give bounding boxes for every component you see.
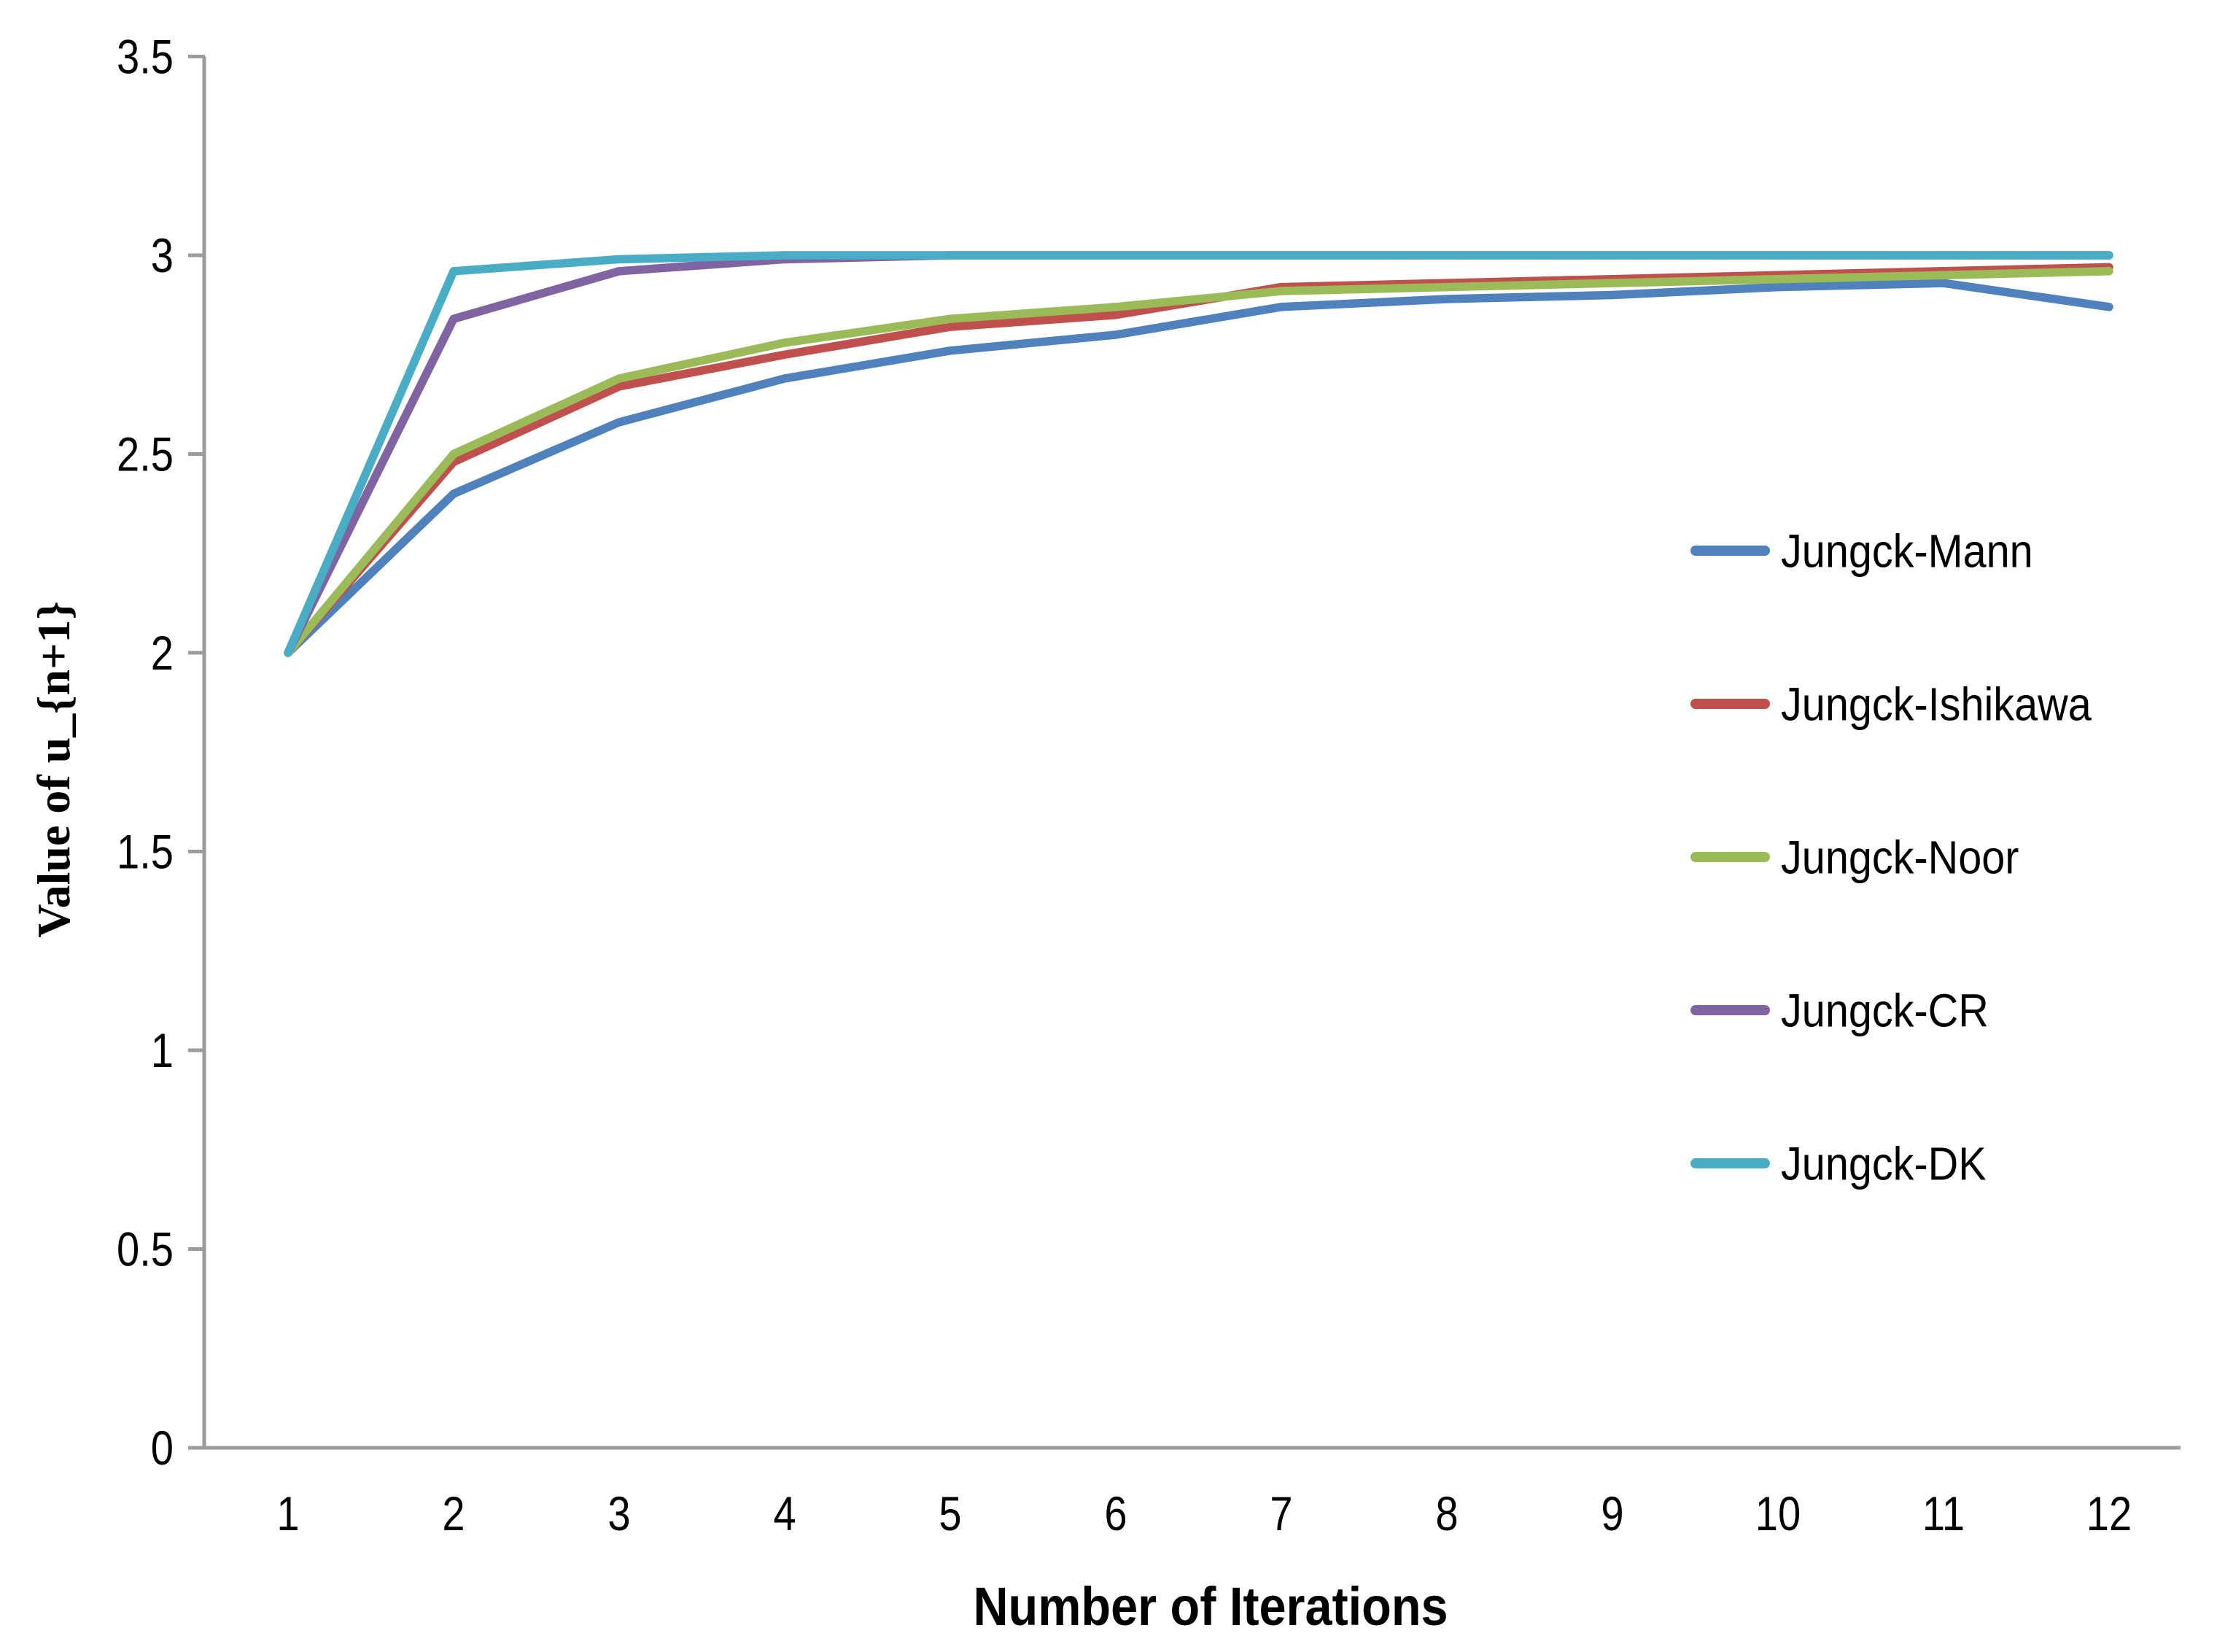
- legend-label-jungck-mann: Jungck-Mann: [1781, 525, 2033, 577]
- x-tick-label: 2: [442, 1487, 465, 1540]
- legend-label-jungck-dk: Jungck-DK: [1781, 1138, 1987, 1190]
- series-line-jungck-noor: [284, 267, 2113, 657]
- y-tick-label: 1.5: [117, 825, 174, 878]
- y-tick-label: 1: [151, 1024, 174, 1077]
- plot-layer: 00.511.522.533.51 2 3 4 5 6 7 8 9 10 11 12Jungck-Ma…: [117, 30, 2181, 1540]
- x-tick-label: 3: [607, 1487, 630, 1540]
- y-tick-label: 2.5: [117, 427, 174, 481]
- y-tick-label: 3.5: [117, 30, 174, 83]
- legend-label-jungck-ishikawa: Jungck-Ishikawa: [1781, 678, 2092, 730]
- series-line-jungck-dk: [284, 251, 2113, 657]
- legend-label-jungck-noor: Jungck-Noor: [1781, 831, 2019, 883]
- x-tick-label: 4: [773, 1487, 796, 1540]
- y-axis-title: Value of u_{n+1}: [28, 601, 79, 938]
- y-tick-label: 0.5: [117, 1222, 174, 1276]
- x-tick-label: 1: [276, 1487, 299, 1540]
- x-tick-label: 9: [1601, 1487, 1623, 1540]
- x-tick-label: 12: [2086, 1487, 2132, 1540]
- x-tick-label: 6: [1104, 1487, 1127, 1540]
- x-tick-label: 8: [1435, 1487, 1458, 1540]
- series-line-jungck-cr: [284, 251, 2113, 657]
- x-tick-label: 10: [1755, 1487, 1801, 1540]
- y-tick-label: 0: [151, 1422, 174, 1475]
- x-tick-label: 11: [1922, 1487, 1965, 1540]
- legend-label-jungck-cr: Jungck-CR: [1781, 985, 1989, 1036]
- y-tick-label: 3: [151, 229, 174, 282]
- x-tick-label: 7: [1270, 1487, 1292, 1540]
- y-tick-label: 2: [151, 627, 174, 680]
- series-line-jungck-mann: [284, 279, 2113, 657]
- x-axis-title: Number of Iterations: [973, 1576, 1448, 1637]
- x-tick-label: 5: [939, 1487, 961, 1540]
